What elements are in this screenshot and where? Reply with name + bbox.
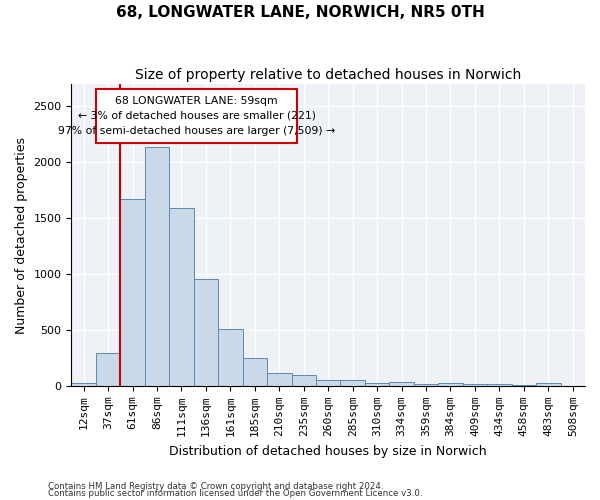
Bar <box>414 384 438 386</box>
Y-axis label: Number of detached properties: Number of detached properties <box>15 136 28 334</box>
FancyBboxPatch shape <box>97 88 297 144</box>
X-axis label: Distribution of detached houses by size in Norwich: Distribution of detached houses by size … <box>169 444 487 458</box>
Text: ← 3% of detached houses are smaller (221): ← 3% of detached houses are smaller (221… <box>77 111 316 121</box>
Title: Size of property relative to detached houses in Norwich: Size of property relative to detached ho… <box>135 68 521 82</box>
Bar <box>242 358 267 386</box>
Bar <box>365 382 389 386</box>
Bar <box>121 199 145 386</box>
Bar <box>389 382 414 386</box>
Bar <box>169 208 194 386</box>
Bar <box>340 380 365 386</box>
Bar <box>218 330 242 386</box>
Bar <box>438 382 463 386</box>
Bar <box>292 375 316 386</box>
Bar <box>487 384 512 386</box>
Bar <box>145 146 169 386</box>
Bar <box>463 384 487 386</box>
Text: 97% of semi-detached houses are larger (7,509) →: 97% of semi-detached houses are larger (… <box>58 126 335 136</box>
Text: Contains public sector information licensed under the Open Government Licence v3: Contains public sector information licen… <box>48 489 422 498</box>
Bar <box>194 278 218 386</box>
Bar <box>316 380 340 386</box>
Bar <box>96 353 121 386</box>
Text: Contains HM Land Registry data © Crown copyright and database right 2024.: Contains HM Land Registry data © Crown c… <box>48 482 383 491</box>
Text: 68, LONGWATER LANE, NORWICH, NR5 0TH: 68, LONGWATER LANE, NORWICH, NR5 0TH <box>116 5 484 20</box>
Bar <box>536 383 560 386</box>
Bar <box>267 372 292 386</box>
Bar <box>71 383 96 386</box>
Text: 68 LONGWATER LANE: 59sqm: 68 LONGWATER LANE: 59sqm <box>115 96 278 106</box>
